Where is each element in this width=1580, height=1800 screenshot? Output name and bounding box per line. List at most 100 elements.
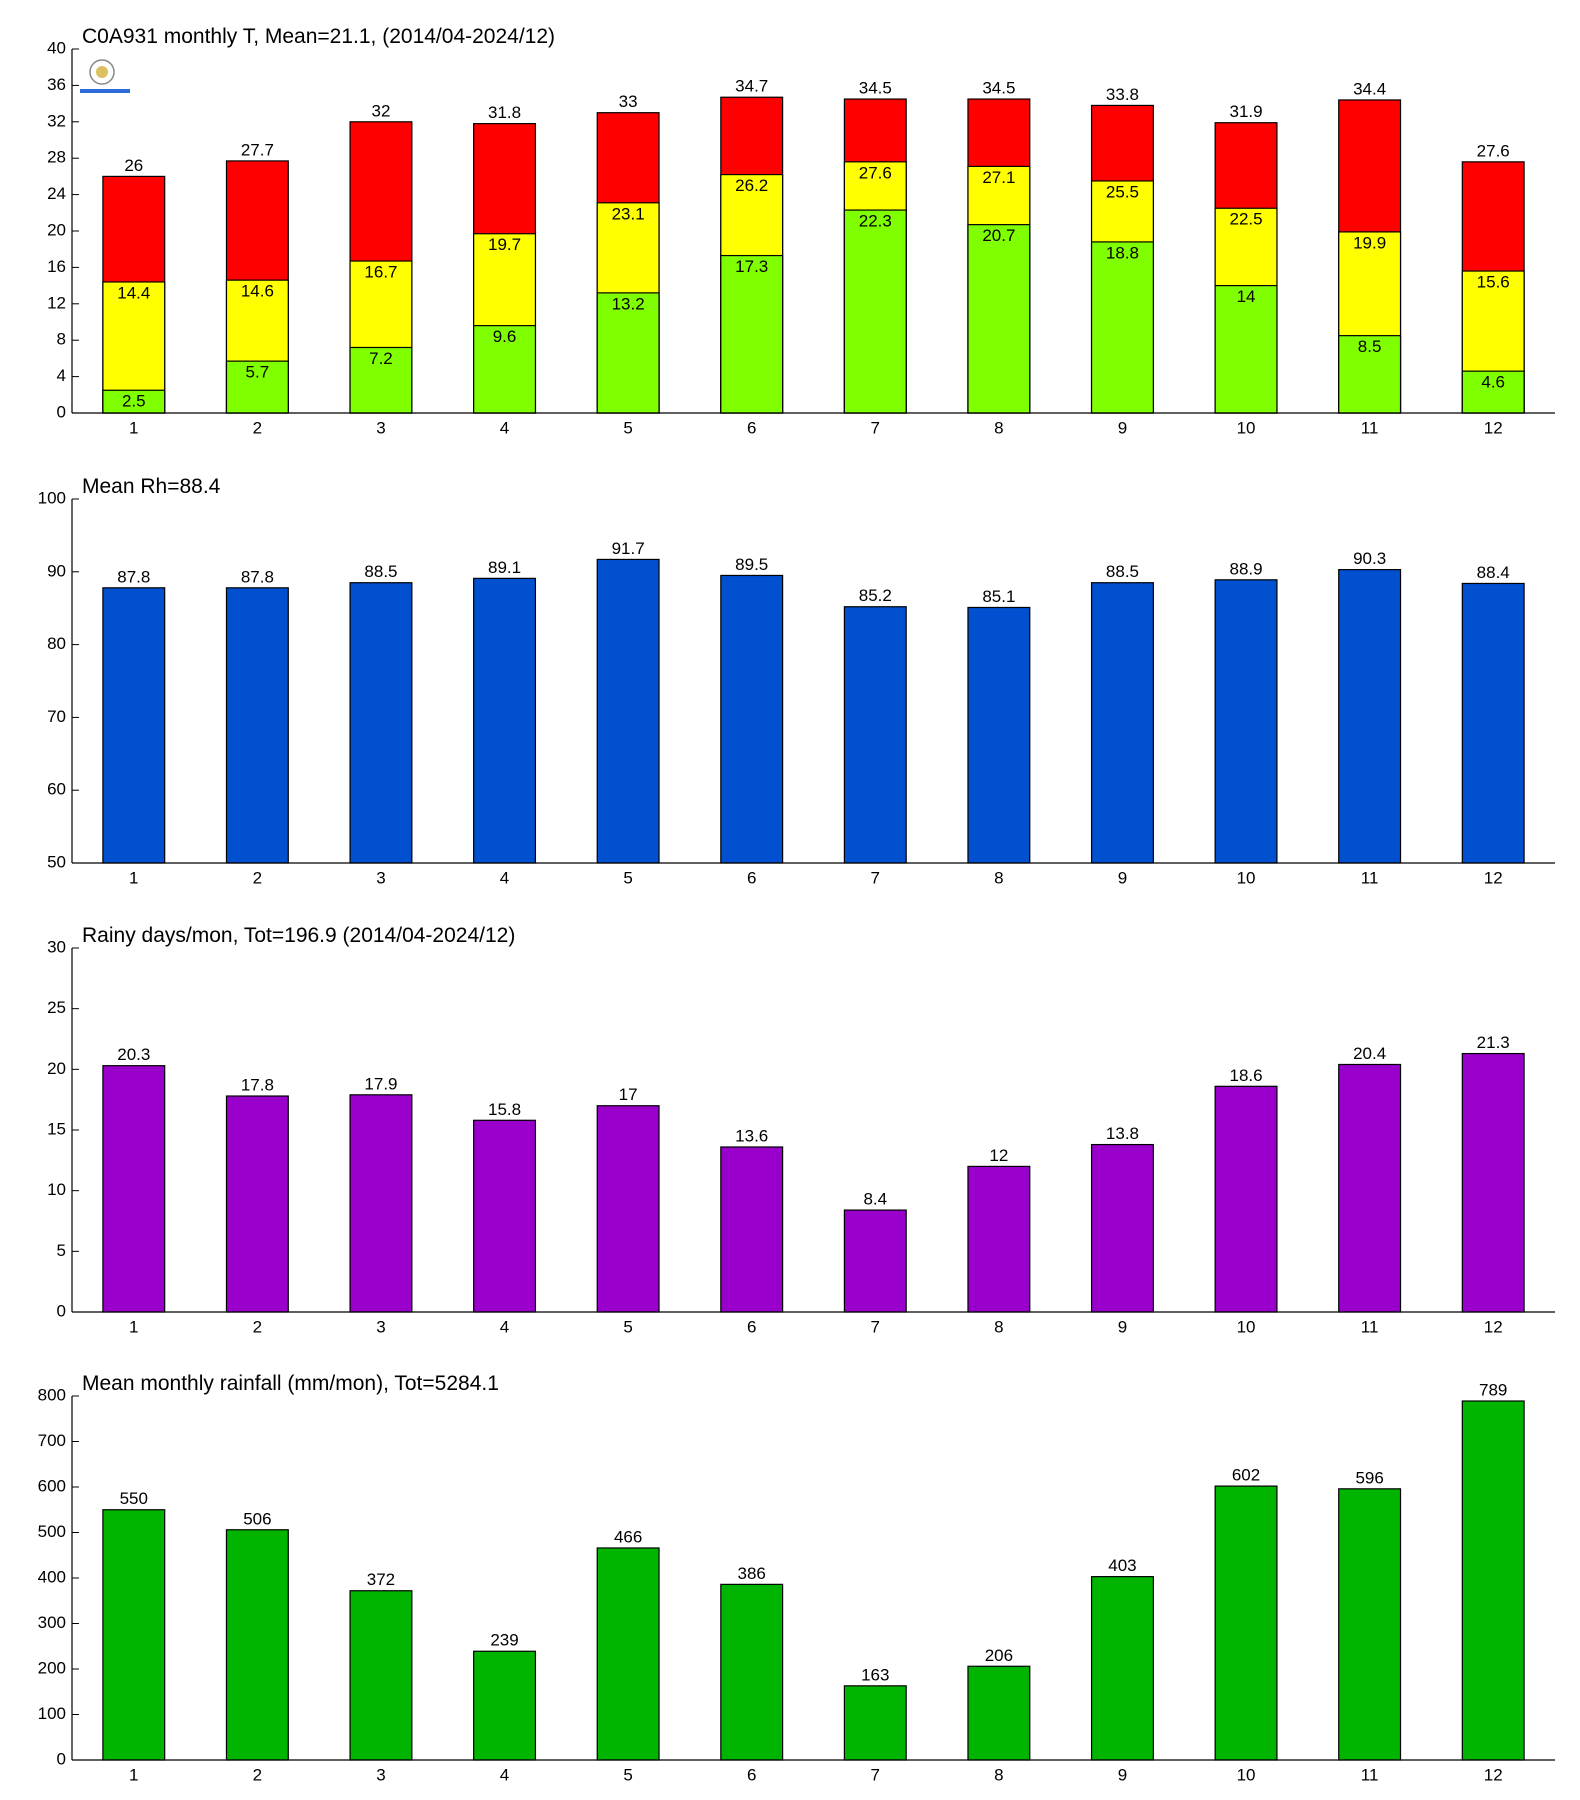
x-tick-label: 6	[747, 868, 756, 887]
bar	[720, 254, 784, 414]
x-tick-label: 11	[1361, 1765, 1379, 1784]
data-label: 33.8	[1106, 85, 1139, 104]
x-tick-label: 7	[871, 1317, 880, 1336]
y-tick-label: 30	[47, 937, 66, 956]
data-label: 88.5	[1106, 562, 1139, 581]
x-tick-label: 5	[623, 1765, 632, 1784]
data-label: 506	[243, 1509, 271, 1528]
y-tick-label: 50	[47, 852, 66, 871]
data-label: 8.4	[863, 1190, 887, 1209]
data-label: 372	[367, 1570, 395, 1589]
x-tick-label: 11	[1361, 868, 1379, 887]
bar	[720, 1146, 784, 1313]
bar	[843, 1685, 907, 1761]
chart-title: C0A931 monthly T, Mean=21.1, (2014/04-20…	[82, 25, 555, 48]
x-tick-label: 9	[1118, 1317, 1127, 1336]
x-tick-label: 7	[871, 868, 880, 887]
x-tick-label: 5	[623, 868, 632, 887]
x-tick-label: 12	[1484, 868, 1503, 887]
data-label: 90.3	[1353, 549, 1386, 568]
bar	[1461, 1052, 1525, 1313]
x-tick-label: 10	[1237, 868, 1256, 887]
x-tick-label: 5	[623, 1317, 632, 1336]
x-tick-label: 11	[1361, 1317, 1379, 1336]
y-tick-label: 20	[47, 220, 66, 239]
data-label: 550	[120, 1489, 148, 1508]
data-label: 15.6	[1477, 273, 1510, 292]
y-tick-label: 70	[47, 707, 66, 726]
bar	[1214, 1485, 1278, 1761]
y-tick-label: 8	[57, 330, 66, 349]
bar	[1338, 1488, 1402, 1761]
bar	[349, 1094, 413, 1313]
data-label: 14	[1237, 287, 1256, 306]
bar	[843, 606, 907, 864]
y-tick-label: 24	[47, 184, 66, 203]
data-label: 27.7	[241, 140, 274, 159]
data-label: 466	[614, 1527, 642, 1546]
data-label: 4.6	[1481, 373, 1505, 392]
bar	[1338, 1063, 1402, 1313]
chart-title: Mean Rh=88.4	[82, 475, 221, 498]
x-tick-label: 12	[1484, 1317, 1503, 1336]
data-label: 15.8	[488, 1100, 521, 1119]
bar	[349, 346, 413, 414]
y-tick-label: 32	[47, 111, 66, 130]
data-label: 16.7	[364, 263, 397, 282]
y-tick-label: 600	[38, 1476, 66, 1495]
y-tick-label: 12	[47, 293, 66, 312]
data-label: 21.3	[1477, 1033, 1510, 1052]
x-tick-label: 2	[253, 1317, 262, 1336]
chart-title: Mean monthly rainfall (mm/mon), Tot=5284…	[82, 1372, 499, 1395]
data-label: 27.6	[1477, 141, 1510, 160]
data-label: 23.1	[612, 204, 645, 223]
bar	[596, 292, 660, 414]
bar	[1090, 1143, 1154, 1313]
bar	[720, 574, 784, 864]
data-label: 13.8	[1106, 1124, 1139, 1143]
data-label: 5.7	[246, 363, 270, 382]
bar	[843, 209, 907, 414]
x-tick-label: 1	[129, 1765, 138, 1784]
data-label: 89.1	[488, 558, 521, 577]
data-label: 34.5	[982, 79, 1015, 98]
bar	[1214, 1085, 1278, 1313]
data-label: 789	[1479, 1380, 1507, 1399]
x-tick-label: 10	[1237, 418, 1256, 437]
bar	[1090, 1576, 1154, 1761]
x-tick-label: 12	[1484, 1765, 1503, 1784]
y-tick-label: 16	[47, 257, 66, 276]
data-label: 19.7	[488, 235, 521, 254]
bar	[1214, 285, 1278, 414]
y-tick-label: 0	[57, 1749, 66, 1768]
logo	[80, 59, 130, 93]
data-label: 31.9	[1229, 102, 1262, 121]
y-tick-label: 700	[38, 1431, 66, 1450]
y-tick-label: 200	[38, 1658, 66, 1677]
y-tick-label: 100	[38, 488, 66, 507]
data-label: 14.6	[241, 282, 274, 301]
x-tick-label: 3	[376, 1317, 385, 1336]
x-tick-label: 11	[1361, 418, 1379, 437]
data-label: 9.6	[493, 327, 517, 346]
bar	[596, 1105, 660, 1313]
data-label: 33	[619, 92, 638, 111]
bar	[720, 1583, 784, 1761]
y-tick-label: 500	[38, 1522, 66, 1541]
x-tick-label: 9	[1118, 868, 1127, 887]
bar	[1214, 579, 1278, 864]
y-tick-label: 36	[47, 75, 66, 94]
bar	[1338, 335, 1402, 414]
bar	[473, 1650, 537, 1761]
bar	[349, 1590, 413, 1761]
x-tick-label: 5	[623, 418, 632, 437]
x-tick-label: 2	[253, 868, 262, 887]
data-label: 88.4	[1477, 563, 1510, 582]
data-label: 596	[1355, 1468, 1383, 1487]
bar	[225, 1529, 289, 1761]
bar	[596, 1547, 660, 1761]
y-tick-label: 5	[57, 1241, 66, 1260]
x-tick-label: 8	[994, 868, 1003, 887]
data-label: 17.9	[364, 1074, 397, 1093]
bar	[102, 587, 166, 864]
